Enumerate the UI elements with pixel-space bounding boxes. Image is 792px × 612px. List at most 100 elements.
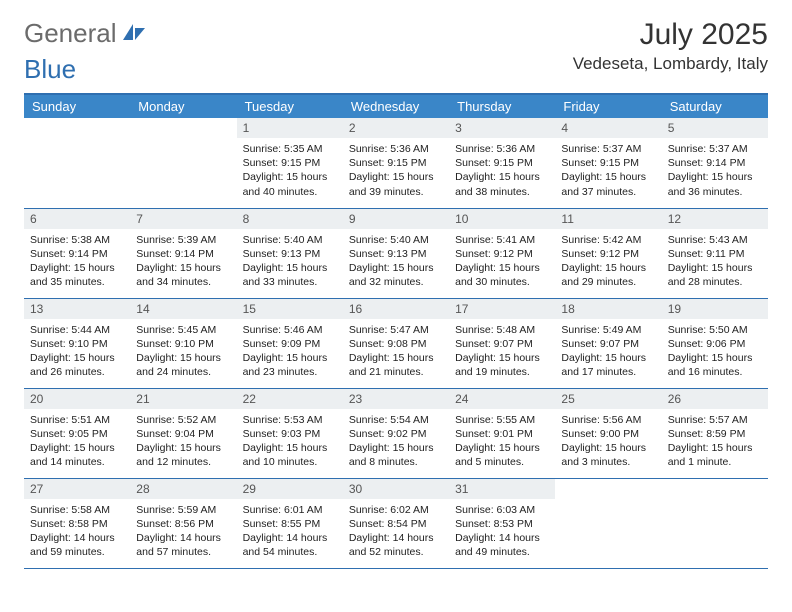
calendar-day-cell: 29Sunrise: 6:01 AMSunset: 8:55 PMDayligh… — [237, 478, 343, 568]
day-number: 19 — [662, 299, 768, 319]
calendar-week-row: 1Sunrise: 5:35 AMSunset: 9:15 PMDaylight… — [24, 118, 768, 208]
calendar-day-cell: 19Sunrise: 5:50 AMSunset: 9:06 PMDayligh… — [662, 298, 768, 388]
day-details: Sunrise: 5:44 AMSunset: 9:10 PMDaylight:… — [24, 319, 130, 386]
sail-icon — [121, 18, 147, 49]
day-number: 30 — [343, 479, 449, 499]
day-details: Sunrise: 6:03 AMSunset: 8:53 PMDaylight:… — [449, 499, 555, 566]
day-details: Sunrise: 5:56 AMSunset: 9:00 PMDaylight:… — [555, 409, 661, 476]
calendar-day-cell: 31Sunrise: 6:03 AMSunset: 8:53 PMDayligh… — [449, 478, 555, 568]
day-details: Sunrise: 5:43 AMSunset: 9:11 PMDaylight:… — [662, 229, 768, 296]
calendar-day-cell — [24, 118, 130, 208]
day-number: 4 — [555, 118, 661, 138]
calendar-day-cell — [555, 478, 661, 568]
calendar-day-cell: 5Sunrise: 5:37 AMSunset: 9:14 PMDaylight… — [662, 118, 768, 208]
day-details: Sunrise: 6:02 AMSunset: 8:54 PMDaylight:… — [343, 499, 449, 566]
calendar-day-cell: 15Sunrise: 5:46 AMSunset: 9:09 PMDayligh… — [237, 298, 343, 388]
day-number: 13 — [24, 299, 130, 319]
day-number: 26 — [662, 389, 768, 409]
calendar-day-cell: 26Sunrise: 5:57 AMSunset: 8:59 PMDayligh… — [662, 388, 768, 478]
day-number: 1 — [237, 118, 343, 138]
day-number: 23 — [343, 389, 449, 409]
logo: General — [24, 18, 149, 49]
day-number: 12 — [662, 209, 768, 229]
day-details: Sunrise: 5:40 AMSunset: 9:13 PMDaylight:… — [237, 229, 343, 296]
month-title: July 2025 — [573, 18, 768, 52]
day-details: Sunrise: 5:36 AMSunset: 9:15 PMDaylight:… — [449, 138, 555, 205]
day-details: Sunrise: 5:52 AMSunset: 9:04 PMDaylight:… — [130, 409, 236, 476]
day-details: Sunrise: 5:40 AMSunset: 9:13 PMDaylight:… — [343, 229, 449, 296]
day-number: 15 — [237, 299, 343, 319]
location: Vedeseta, Lombardy, Italy — [573, 54, 768, 74]
day-number: 8 — [237, 209, 343, 229]
day-details: Sunrise: 5:37 AMSunset: 9:14 PMDaylight:… — [662, 138, 768, 205]
day-number: 10 — [449, 209, 555, 229]
calendar-week-row: 6Sunrise: 5:38 AMSunset: 9:14 PMDaylight… — [24, 208, 768, 298]
day-number: 5 — [662, 118, 768, 138]
day-details: Sunrise: 5:39 AMSunset: 9:14 PMDaylight:… — [130, 229, 236, 296]
day-details: Sunrise: 5:55 AMSunset: 9:01 PMDaylight:… — [449, 409, 555, 476]
weekday-header-row: SundayMondayTuesdayWednesdayThursdayFrid… — [24, 94, 768, 118]
calendar-day-cell: 28Sunrise: 5:59 AMSunset: 8:56 PMDayligh… — [130, 478, 236, 568]
weekday-header: Wednesday — [343, 94, 449, 118]
day-number: 27 — [24, 479, 130, 499]
day-number: 21 — [130, 389, 236, 409]
calendar-day-cell: 16Sunrise: 5:47 AMSunset: 9:08 PMDayligh… — [343, 298, 449, 388]
calendar-day-cell: 6Sunrise: 5:38 AMSunset: 9:14 PMDaylight… — [24, 208, 130, 298]
calendar-day-cell — [662, 478, 768, 568]
day-number: 2 — [343, 118, 449, 138]
calendar-week-row: 20Sunrise: 5:51 AMSunset: 9:05 PMDayligh… — [24, 388, 768, 478]
day-details: Sunrise: 5:37 AMSunset: 9:15 PMDaylight:… — [555, 138, 661, 205]
day-number: 11 — [555, 209, 661, 229]
weekday-header: Monday — [130, 94, 236, 118]
day-number: 18 — [555, 299, 661, 319]
day-number: 7 — [130, 209, 236, 229]
calendar-day-cell: 20Sunrise: 5:51 AMSunset: 9:05 PMDayligh… — [24, 388, 130, 478]
calendar-day-cell: 30Sunrise: 6:02 AMSunset: 8:54 PMDayligh… — [343, 478, 449, 568]
calendar-day-cell: 14Sunrise: 5:45 AMSunset: 9:10 PMDayligh… — [130, 298, 236, 388]
day-number: 31 — [449, 479, 555, 499]
day-details: Sunrise: 5:48 AMSunset: 9:07 PMDaylight:… — [449, 319, 555, 386]
calendar-week-row: 27Sunrise: 5:58 AMSunset: 8:58 PMDayligh… — [24, 478, 768, 568]
calendar-day-cell: 4Sunrise: 5:37 AMSunset: 9:15 PMDaylight… — [555, 118, 661, 208]
day-number: 6 — [24, 209, 130, 229]
weekday-header: Tuesday — [237, 94, 343, 118]
day-number: 25 — [555, 389, 661, 409]
day-details: Sunrise: 5:38 AMSunset: 9:14 PMDaylight:… — [24, 229, 130, 296]
calendar-day-cell: 8Sunrise: 5:40 AMSunset: 9:13 PMDaylight… — [237, 208, 343, 298]
day-details: Sunrise: 5:59 AMSunset: 8:56 PMDaylight:… — [130, 499, 236, 566]
day-details: Sunrise: 5:50 AMSunset: 9:06 PMDaylight:… — [662, 319, 768, 386]
day-details: Sunrise: 5:49 AMSunset: 9:07 PMDaylight:… — [555, 319, 661, 386]
day-details: Sunrise: 5:42 AMSunset: 9:12 PMDaylight:… — [555, 229, 661, 296]
calendar-day-cell: 2Sunrise: 5:36 AMSunset: 9:15 PMDaylight… — [343, 118, 449, 208]
calendar-day-cell: 22Sunrise: 5:53 AMSunset: 9:03 PMDayligh… — [237, 388, 343, 478]
day-number: 28 — [130, 479, 236, 499]
day-details: Sunrise: 5:36 AMSunset: 9:15 PMDaylight:… — [343, 138, 449, 205]
day-number: 22 — [237, 389, 343, 409]
day-details: Sunrise: 5:45 AMSunset: 9:10 PMDaylight:… — [130, 319, 236, 386]
day-number: 24 — [449, 389, 555, 409]
calendar-day-cell: 18Sunrise: 5:49 AMSunset: 9:07 PMDayligh… — [555, 298, 661, 388]
calendar-day-cell: 27Sunrise: 5:58 AMSunset: 8:58 PMDayligh… — [24, 478, 130, 568]
calendar-day-cell: 21Sunrise: 5:52 AMSunset: 9:04 PMDayligh… — [130, 388, 236, 478]
calendar-day-cell: 13Sunrise: 5:44 AMSunset: 9:10 PMDayligh… — [24, 298, 130, 388]
calendar-day-cell: 23Sunrise: 5:54 AMSunset: 9:02 PMDayligh… — [343, 388, 449, 478]
day-number: 29 — [237, 479, 343, 499]
calendar-day-cell: 11Sunrise: 5:42 AMSunset: 9:12 PMDayligh… — [555, 208, 661, 298]
weekday-header: Thursday — [449, 94, 555, 118]
calendar-day-cell: 12Sunrise: 5:43 AMSunset: 9:11 PMDayligh… — [662, 208, 768, 298]
day-details: Sunrise: 5:54 AMSunset: 9:02 PMDaylight:… — [343, 409, 449, 476]
day-details: Sunrise: 5:57 AMSunset: 8:59 PMDaylight:… — [662, 409, 768, 476]
logo-word-general: General — [24, 18, 117, 49]
weekday-header: Saturday — [662, 94, 768, 118]
day-details: Sunrise: 5:53 AMSunset: 9:03 PMDaylight:… — [237, 409, 343, 476]
calendar-day-cell — [130, 118, 236, 208]
day-details: Sunrise: 5:35 AMSunset: 9:15 PMDaylight:… — [237, 138, 343, 205]
day-details: Sunrise: 5:58 AMSunset: 8:58 PMDaylight:… — [24, 499, 130, 566]
logo-word-blue: Blue — [24, 54, 76, 85]
calendar-day-cell: 9Sunrise: 5:40 AMSunset: 9:13 PMDaylight… — [343, 208, 449, 298]
day-details: Sunrise: 6:01 AMSunset: 8:55 PMDaylight:… — [237, 499, 343, 566]
calendar-week-row: 13Sunrise: 5:44 AMSunset: 9:10 PMDayligh… — [24, 298, 768, 388]
day-number: 17 — [449, 299, 555, 319]
calendar-day-cell: 25Sunrise: 5:56 AMSunset: 9:00 PMDayligh… — [555, 388, 661, 478]
weekday-header: Sunday — [24, 94, 130, 118]
